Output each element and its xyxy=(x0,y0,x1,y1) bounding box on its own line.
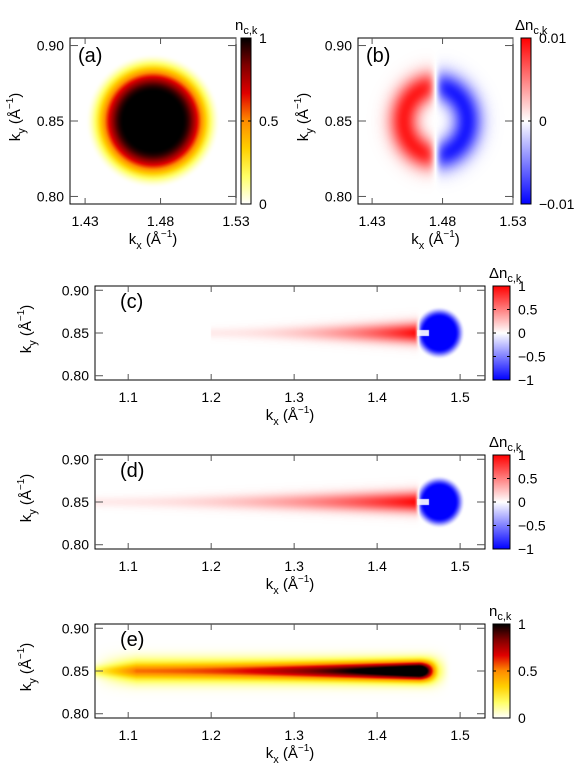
colorbar-tick-label: −1 xyxy=(518,541,534,557)
x-tick-label: 1.5 xyxy=(450,389,470,405)
colorbar-label: nc,k xyxy=(489,603,512,623)
y-tick-label: 0.80 xyxy=(62,706,89,722)
heatmap-image xyxy=(95,455,485,549)
heatmap-image xyxy=(358,38,513,204)
y-tick-label: 0.80 xyxy=(62,368,89,384)
x-axis-label: kx (Å−1) xyxy=(266,743,315,766)
x-tick-label: 1.4 xyxy=(367,727,387,743)
y-tick-label: 0.85 xyxy=(37,113,64,129)
x-tick-label: 1.3 xyxy=(284,389,304,405)
colorbar-tick-label: 0 xyxy=(518,494,526,510)
panel-label: (e) xyxy=(120,629,144,651)
x-tick-label: 1.2 xyxy=(201,389,221,405)
y-tick-label: 0.90 xyxy=(62,282,89,298)
colorbar-tick-label: 0.5 xyxy=(259,113,279,129)
x-tick-label: 1.43 xyxy=(358,213,385,229)
y-tick-label: 0.85 xyxy=(62,494,89,510)
y-tick-label: 0.85 xyxy=(325,113,352,129)
colorbar-tick-label: 0.5 xyxy=(518,302,538,318)
colorbar-tick-label: 0 xyxy=(539,113,547,129)
x-tick-label: 1.1 xyxy=(118,389,138,405)
colorbar-label: nc,k xyxy=(235,17,258,37)
x-axis-label: kx (Å−1) xyxy=(129,229,178,252)
x-axis-label: kx (Å−1) xyxy=(411,229,460,252)
colorbar-tick-label: 0 xyxy=(518,325,526,341)
panel-label: (c) xyxy=(120,291,143,313)
panel-b: 1.43 1.48 1.53 0.80 0.85 0.90 (b) kx (Å−1) ky (Å… xyxy=(293,17,575,252)
y-tick-label: 0.80 xyxy=(62,537,89,553)
y-tick-label: 0.80 xyxy=(37,188,64,204)
colorbar-label: Δnc,k xyxy=(489,265,522,285)
x-tick-label: 1.1 xyxy=(118,727,138,743)
panel-a: 1.43 1.48 1.53 0.80 0.85 0.90 (a) kx (Å−1) ky (Å… xyxy=(5,17,279,252)
x-axis-label: kx (Å−1) xyxy=(266,405,315,428)
colorbar-tick-label: 1 xyxy=(518,616,526,632)
panel-c: 1.1 1.2 1.3 1.4 1.5 0.80 0.85 0.90 (c) kx (Å−1) ky… xyxy=(16,265,546,428)
y-axis-label: ky (Å−1) xyxy=(16,643,39,692)
colorbar-tick-label: −1 xyxy=(518,372,534,388)
colorbar-tick-label: 1 xyxy=(518,278,526,294)
y-axis-label: ky (Å−1) xyxy=(16,474,39,523)
y-tick-label: 0.80 xyxy=(325,188,352,204)
panel-label: (b) xyxy=(366,45,390,67)
x-tick-label: 1.43 xyxy=(71,213,98,229)
y-axis-label: ky (Å−1) xyxy=(5,93,28,142)
x-tick-label: 1.2 xyxy=(201,558,221,574)
y-tick-label: 0.85 xyxy=(62,325,89,341)
colorbar-tick-label: 0.01 xyxy=(539,30,566,46)
x-tick-label: 1.4 xyxy=(367,389,387,405)
colorbar-tick-label: 1 xyxy=(259,30,267,46)
colorbar-label: Δnc,k xyxy=(515,17,548,37)
colorbar-tick-label: −0.01 xyxy=(539,196,575,212)
x-tick-label: 1.4 xyxy=(367,558,387,574)
x-tick-label: 1.48 xyxy=(429,213,456,229)
heatmap-image xyxy=(70,38,236,204)
colorbar-tick-label: 0.5 xyxy=(518,663,538,679)
colorbar-tick-label: 0.5 xyxy=(518,471,538,487)
x-tick-label: 1.1 xyxy=(118,558,138,574)
y-tick-label: 0.90 xyxy=(37,38,64,54)
colorbar-tick-label: 1 xyxy=(518,447,526,463)
colorbar-tick-label: 0 xyxy=(518,710,526,726)
x-tick-label: 1.5 xyxy=(450,558,470,574)
x-tick-label: 1.3 xyxy=(284,727,304,743)
heatmap-image xyxy=(95,286,485,380)
x-axis-label: kx (Å−1) xyxy=(266,574,315,597)
y-axis-label: ky (Å−1) xyxy=(293,93,316,142)
y-tick-label: 0.85 xyxy=(62,663,89,679)
heatmap-image xyxy=(95,624,485,718)
x-tick-label: 1.53 xyxy=(222,213,249,229)
panel-label: (a) xyxy=(78,45,102,67)
x-tick-label: 1.5 xyxy=(450,727,470,743)
y-tick-label: 0.90 xyxy=(62,620,89,636)
panel-label: (d) xyxy=(120,460,144,482)
x-tick-label: 1.2 xyxy=(201,727,221,743)
colorbar-tick-label: 0 xyxy=(259,196,267,212)
y-axis-label: ky (Å−1) xyxy=(16,305,39,354)
colorbar-tick-label: −0.5 xyxy=(518,518,546,534)
x-tick-label: 1.48 xyxy=(147,213,174,229)
colorbar-label: Δnc,k xyxy=(489,434,522,454)
y-tick-label: 0.90 xyxy=(62,451,89,467)
panel-e: 1.1 1.2 1.3 1.4 1.5 0.80 0.85 0.90 (e) kx (Å−1) ky… xyxy=(16,603,538,766)
colorbar-tick-label: −0.5 xyxy=(518,349,546,365)
x-tick-label: 1.3 xyxy=(284,558,304,574)
panel-d: 1.1 1.2 1.3 1.4 1.5 0.80 0.85 0.90 (d) kx (Å−1) ky… xyxy=(16,434,546,597)
x-tick-label: 1.53 xyxy=(499,213,526,229)
y-tick-label: 0.90 xyxy=(325,38,352,54)
